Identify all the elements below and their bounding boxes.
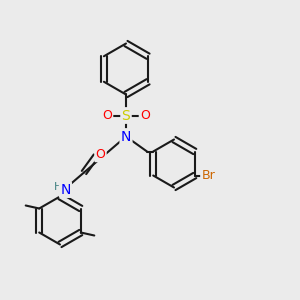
- Text: H: H: [53, 182, 62, 193]
- Text: N: N: [60, 183, 70, 196]
- Text: Br: Br: [201, 169, 215, 182]
- Text: O: O: [140, 109, 150, 122]
- Text: S: S: [122, 109, 130, 122]
- Text: O: O: [102, 109, 112, 122]
- Text: N: N: [121, 130, 131, 143]
- Text: O: O: [96, 148, 105, 161]
